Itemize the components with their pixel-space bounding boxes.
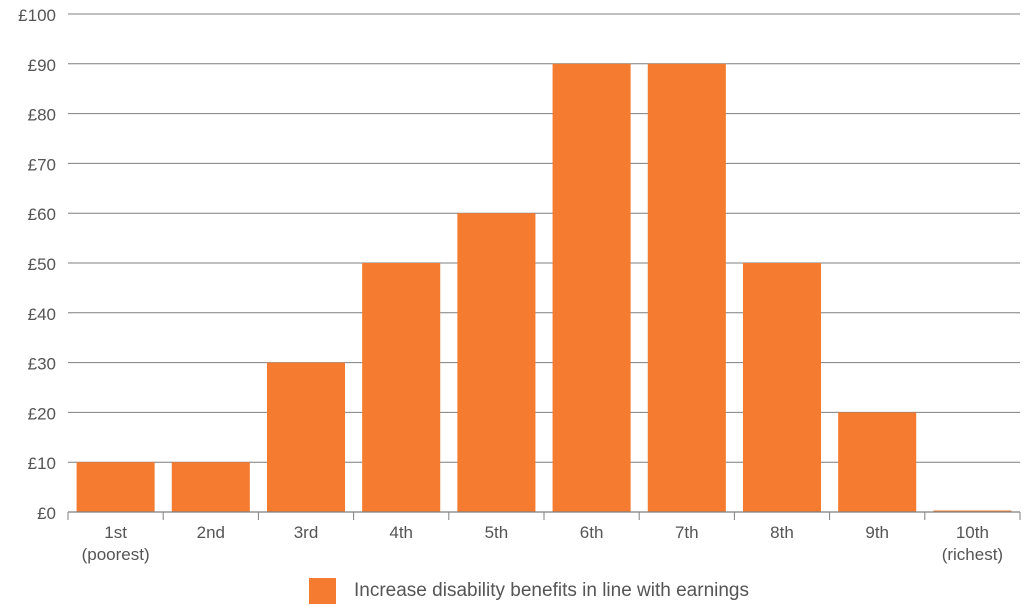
x-tick-label: 8th (770, 523, 794, 542)
bar (171, 462, 250, 512)
y-tick-label: £90 (28, 56, 56, 75)
gridlines (68, 13, 1020, 463)
x-tick-labels: 1st (poorest) 2nd 3rd 4th 5th 6th 7th 8th 9th 10th… (82, 523, 1004, 564)
x-tick-label: 9th (865, 523, 889, 542)
bar (266, 362, 346, 512)
x-tick-label: 4th (389, 523, 413, 542)
x-tick-label: (poorest) (82, 545, 150, 564)
x-tick-label: 7th (675, 523, 699, 542)
y-tick-label: £0 (37, 504, 56, 523)
y-tick-label: £70 (28, 155, 56, 174)
y-tick-labels: £0 £10 £20 £30 £40 £50 £60 £70 £80 £90 £100 (18, 6, 56, 523)
y-tick-label: £20 (28, 404, 56, 423)
bar (457, 213, 536, 512)
bar (76, 462, 155, 512)
bar (552, 63, 631, 513)
x-tick-label: 10th (956, 523, 989, 542)
y-tick-label: £30 (28, 355, 56, 374)
y-tick-label: £50 (28, 255, 56, 274)
x-tick-label: 1st (104, 523, 127, 542)
legend-swatch (309, 578, 336, 604)
y-tick-label: £40 (28, 305, 56, 324)
x-tick-label: 5th (485, 523, 509, 542)
x-tick-label: 6th (580, 523, 604, 542)
y-tick-label: £10 (28, 454, 56, 473)
legend-label: Increase disability benefits in line wit… (354, 580, 749, 601)
axes (67, 511, 1021, 520)
x-tick-label: 3rd (294, 523, 319, 542)
bar (647, 63, 726, 513)
y-tick-label: £80 (28, 106, 56, 125)
bar (362, 263, 441, 512)
x-tick-label: 2nd (197, 523, 225, 542)
y-tick-label: £60 (28, 205, 56, 224)
legend: Increase disability benefits in line wit… (309, 578, 749, 604)
bar (742, 263, 822, 512)
y-tick-label: £100 (18, 6, 56, 25)
bar (933, 510, 1012, 512)
bar (838, 412, 917, 512)
bars (76, 63, 1012, 513)
x-tick-label: (richest) (942, 545, 1003, 564)
